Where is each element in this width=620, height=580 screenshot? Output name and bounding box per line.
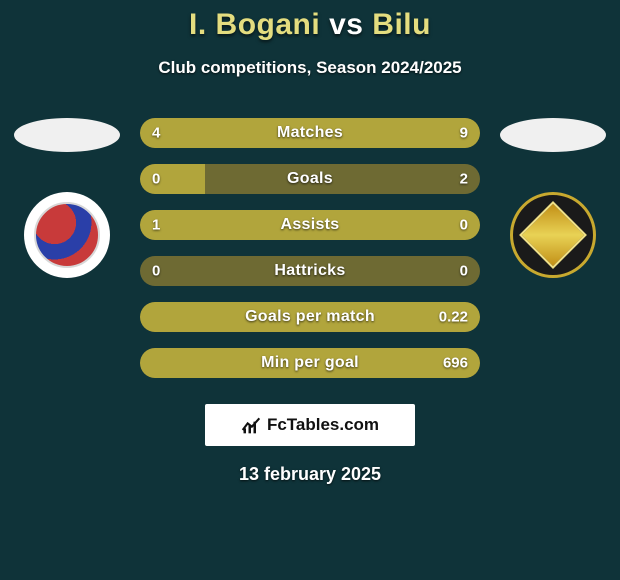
right-player-column: [498, 118, 608, 278]
stat-bar: 696 Min per goal: [140, 348, 480, 378]
stat-bar: 0 2 Goals: [140, 164, 480, 194]
bar-label: Min per goal: [261, 354, 359, 372]
bar-label: Assists: [280, 216, 339, 234]
bar-value-left: 4: [152, 125, 160, 142]
bar-value-right: 9: [460, 125, 468, 142]
stat-bar: 1 0 Assists: [140, 210, 480, 240]
player2-avatar: [500, 118, 606, 152]
player1-name: I. Bogani: [189, 8, 320, 41]
player1-club-crest: [24, 192, 110, 278]
brand-badge: FcTables.com: [205, 404, 415, 446]
club-crest-icon: [34, 202, 100, 268]
stat-bar: 4 9 Matches: [140, 118, 480, 148]
bar-value-right: 2: [460, 171, 468, 188]
stat-bar: 0 0 Hattricks: [140, 256, 480, 286]
vs-separator: vs: [329, 8, 363, 41]
subtitle: Club competitions, Season 2024/2025: [0, 58, 620, 78]
comparison-layout: 4 9 Matches 0 2 Goals 1 0 Assists 0 0 Hattricks 0.22…: [0, 118, 620, 378]
stat-bar: 0.22 Goals per match: [140, 302, 480, 332]
bar-fill-left: [140, 118, 198, 148]
date-text: 13 february 2025: [0, 464, 620, 485]
player2-club-crest: [510, 192, 596, 278]
page-title: I. Bogani vs Bilu: [0, 8, 620, 42]
comparison-widget: I. Bogani vs Bilu Club competitions, Sea…: [0, 0, 620, 580]
bar-label: Hattricks: [274, 262, 345, 280]
bar-fill-left: [140, 164, 205, 194]
club-crest-icon: [519, 201, 587, 269]
brand-text: FcTables.com: [267, 415, 379, 435]
bar-label: Goals: [287, 170, 333, 188]
left-player-column: [12, 118, 122, 278]
bar-value-right: 0: [460, 263, 468, 280]
bar-value-right: 0.22: [439, 309, 468, 326]
bar-value-left: 0: [152, 171, 160, 188]
bar-value-left: 1: [152, 217, 160, 234]
player1-avatar: [14, 118, 120, 152]
bar-label: Goals per match: [245, 308, 375, 326]
bar-value-left: 0: [152, 263, 160, 280]
stats-bars: 4 9 Matches 0 2 Goals 1 0 Assists 0 0 Hattricks 0.22…: [140, 118, 480, 378]
player2-name: Bilu: [372, 8, 431, 41]
bar-label: Matches: [277, 124, 343, 142]
bar-value-right: 0: [460, 217, 468, 234]
chart-icon: [241, 415, 261, 435]
bar-value-right: 696: [443, 355, 468, 372]
